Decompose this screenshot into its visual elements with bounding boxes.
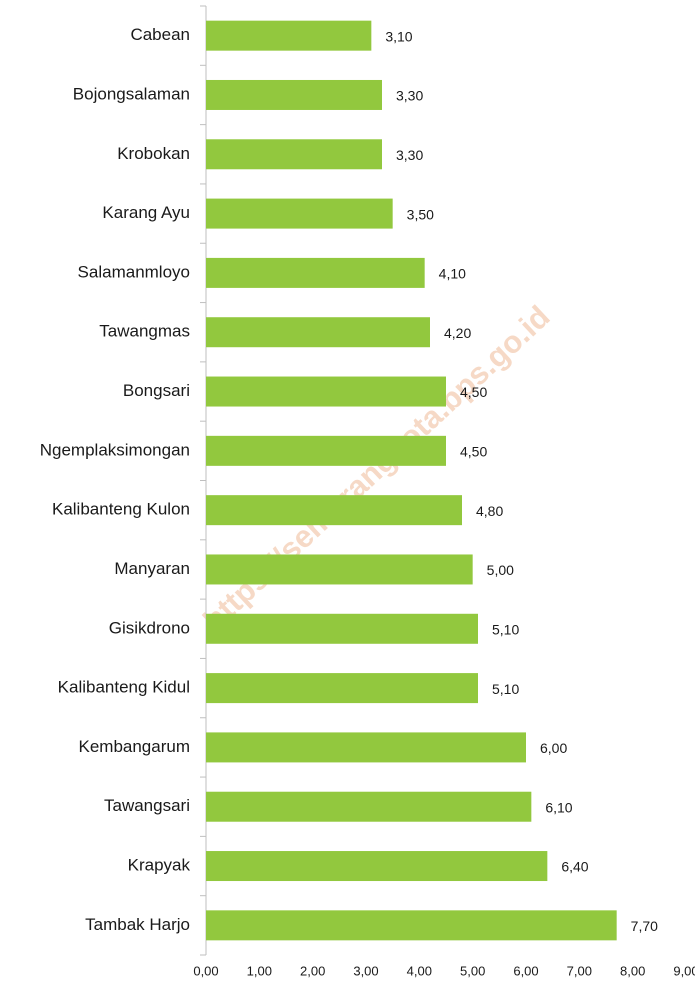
bar (206, 198, 393, 229)
y-tick-label: Bojongsalaman (73, 84, 190, 103)
value-label: 5,00 (487, 562, 514, 578)
y-tick-label: Tawangmas (99, 322, 190, 341)
bar (206, 851, 548, 882)
y-tick-label: Tawangsari (104, 796, 190, 815)
y-tick-label: Karang Ayu (102, 203, 190, 222)
value-label: 3,30 (396, 147, 423, 163)
x-tick-label: 0,00 (193, 963, 218, 978)
value-label: 6,40 (561, 859, 588, 875)
y-tick-label: Gisikdrono (109, 618, 190, 637)
bar (206, 673, 478, 704)
y-tick-label: Manyaran (114, 559, 190, 578)
bar (206, 20, 372, 51)
y-tick-label: Bongsari (123, 381, 190, 400)
bar (206, 613, 478, 644)
bar (206, 317, 430, 348)
value-label: 4,20 (444, 325, 471, 341)
bar (206, 257, 425, 288)
value-label: 4,80 (476, 503, 503, 519)
y-tick-label: Kalibanteng Kidul (58, 678, 190, 697)
bar (206, 79, 382, 110)
y-tick-label: Krobokan (117, 144, 190, 163)
x-tick-label: 4,00 (407, 963, 432, 978)
value-label: 4,50 (460, 444, 487, 460)
y-tick-label: Ngemplaksimongan (40, 440, 190, 459)
x-tick-label: 3,00 (353, 963, 378, 978)
bar (206, 139, 382, 170)
x-tick-label: 5,00 (460, 963, 485, 978)
y-tick-label: Kembangarum (78, 737, 190, 756)
watermark: https://semarangkota.bps.go.id (196, 299, 556, 638)
value-label: 6,10 (545, 799, 572, 815)
bar (206, 435, 446, 466)
value-label: 6,00 (540, 740, 567, 756)
bar (206, 495, 462, 526)
x-tick-label: 8,00 (620, 963, 645, 978)
y-tick-label: Tambak Harjo (85, 915, 190, 934)
bar (206, 732, 526, 763)
value-label: 5,10 (492, 681, 519, 697)
value-label: 3,30 (396, 88, 423, 104)
bar (206, 791, 532, 822)
y-tick-label: Krapyak (128, 856, 191, 875)
y-tick-label: Salamanmloyo (78, 262, 190, 281)
y-tick-label: Cabean (130, 25, 190, 44)
x-tick-label: 2,00 (300, 963, 325, 978)
value-label: 5,10 (492, 621, 519, 637)
value-label: 3,50 (407, 206, 434, 222)
value-label: 4,10 (439, 266, 466, 282)
value-label: 3,10 (385, 28, 412, 44)
value-label: 7,70 (631, 918, 658, 934)
y-tick-label: Kalibanteng Kulon (52, 500, 190, 519)
x-tick-label: 9,00 (673, 963, 695, 978)
bar (206, 376, 446, 407)
x-tick-label: 6,00 (513, 963, 538, 978)
bar (206, 910, 617, 941)
x-tick-label: 1,00 (247, 963, 272, 978)
value-label: 4,50 (460, 384, 487, 400)
bar (206, 554, 473, 585)
x-tick-label: 7,00 (567, 963, 592, 978)
